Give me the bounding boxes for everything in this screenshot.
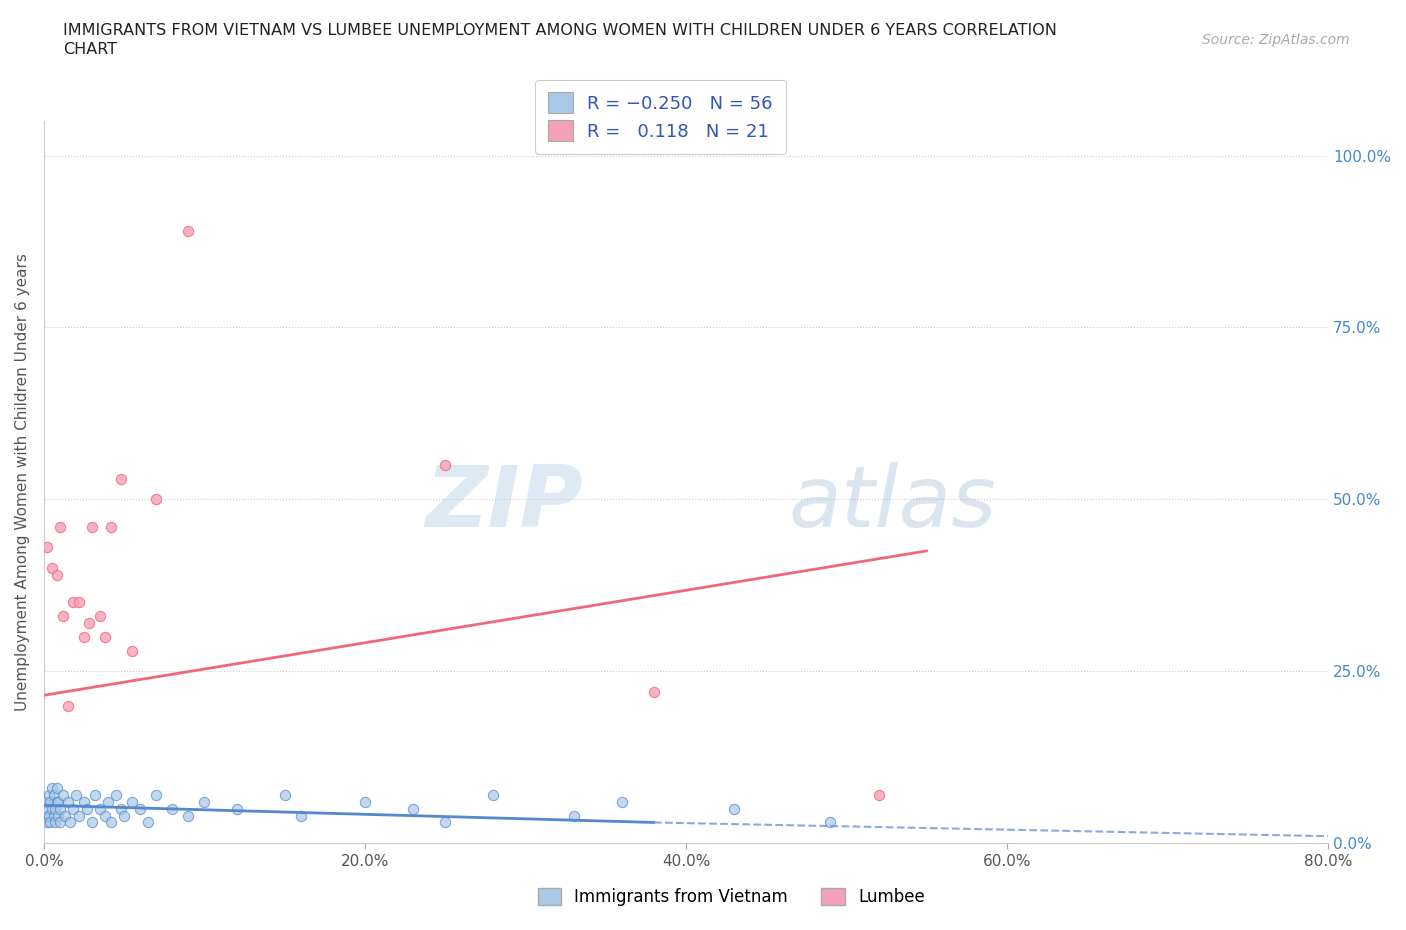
Point [38,808,60,823]
Point [225,802,247,817]
Point [100,815,122,830]
Point [39,815,62,830]
Point [34,794,56,809]
Point [89,609,111,624]
Point [45,794,67,809]
Point [643,684,665,699]
Point [129,802,152,817]
Point [177,224,200,239]
Point [94,630,117,644]
Point [121,794,143,809]
Point [42,788,65,803]
Point [58,815,80,830]
Point [73,630,96,644]
Point [77,616,100,631]
Point [65,788,87,803]
Point [402,802,425,817]
Point [62,802,84,817]
Point [42,808,65,823]
Point [110,472,132,486]
Point [35,815,58,830]
Point [45,567,67,582]
Point [121,644,143,658]
Point [67,595,90,610]
Point [482,788,505,803]
Point [73,794,96,809]
Point [49,802,72,817]
Y-axis label: Unemployment Among Women with Children Under 6 years: Unemployment Among Women with Children U… [15,253,30,711]
Point [41,780,63,795]
Point [53,808,76,823]
Point [354,794,377,809]
Point [820,815,842,830]
Point [562,808,585,823]
Point [84,788,107,803]
Point [67,808,90,823]
Point [56,698,79,713]
Point [52,609,75,624]
Point [136,815,159,830]
Point [45,780,67,795]
Point [290,808,312,823]
Point [434,458,457,472]
Point [39,794,62,809]
Text: ZIP: ZIP [426,462,583,545]
Point [52,788,75,803]
Point [610,794,633,809]
Point [100,519,122,534]
Point [273,788,295,803]
Legend: Immigrants from Vietnam, Lumbee: Immigrants from Vietnam, Lumbee [531,881,931,912]
Point [94,808,117,823]
Point [46,808,69,823]
Point [41,561,63,576]
Text: IMMIGRANTS FROM VIETNAM VS LUMBEE UNEMPLOYMENT AMONG WOMEN WITH CHILDREN UNDER 6: IMMIGRANTS FROM VIETNAM VS LUMBEE UNEMPL… [63,23,1057,38]
Point [145,788,167,803]
Point [56,794,79,809]
Point [44,802,66,817]
Point [105,788,128,803]
Point [44,815,66,830]
Point [723,802,745,817]
Point [177,808,200,823]
Point [35,802,58,817]
Point [34,808,56,823]
Text: CHART: CHART [63,42,117,57]
Legend: R = −0.250   N = 56, R =   0.118   N = 21: R = −0.250 N = 56, R = 0.118 N = 21 [536,80,786,153]
Point [41,802,63,817]
Point [97,794,120,809]
Point [112,808,135,823]
Point [49,815,72,830]
Point [162,802,184,817]
Point [868,788,890,803]
Point [434,815,457,830]
Point [49,519,72,534]
Point [80,519,103,534]
Point [110,802,132,817]
Point [76,802,98,817]
Point [35,540,58,555]
Point [46,794,69,809]
Point [193,794,215,809]
Text: Source: ZipAtlas.com: Source: ZipAtlas.com [1202,33,1350,46]
Point [80,815,103,830]
Point [38,788,60,803]
Text: atlas: atlas [789,462,997,545]
Point [145,492,167,507]
Point [62,595,84,610]
Point [89,802,111,817]
